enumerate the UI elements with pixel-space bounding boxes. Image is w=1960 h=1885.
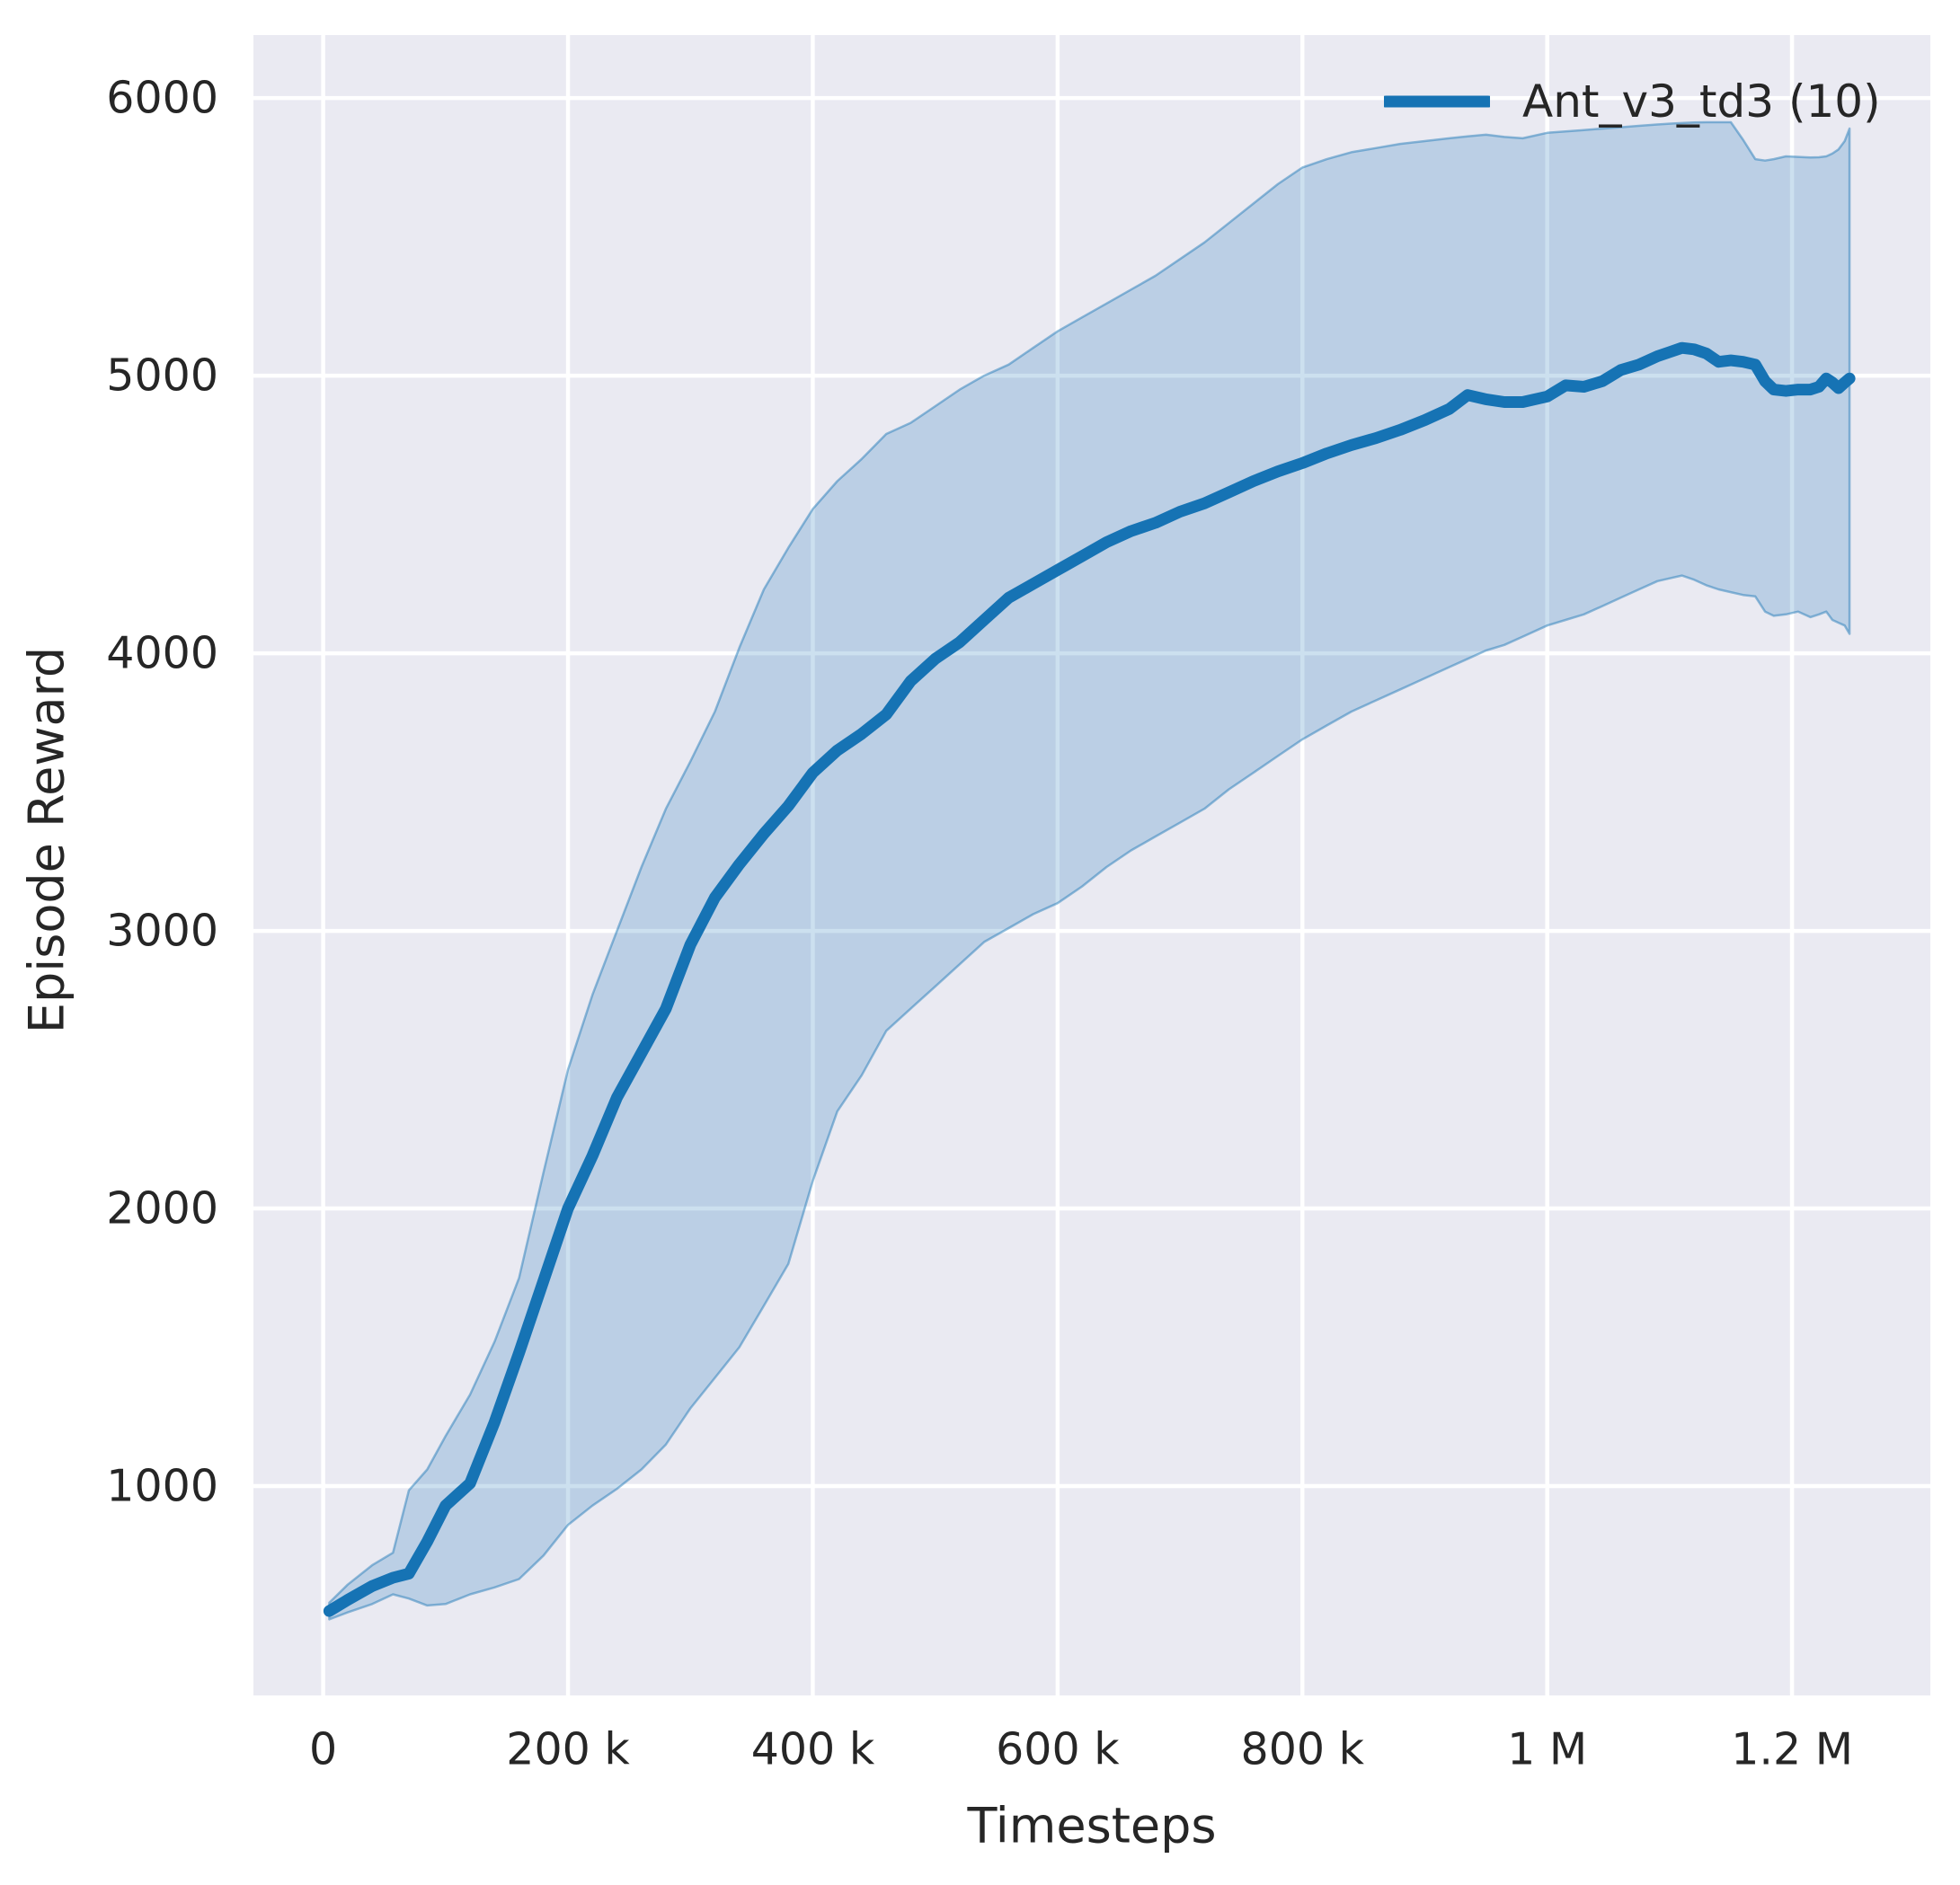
mean-line — [323, 341, 1856, 1617]
y-tick-label: 1000 — [106, 1460, 218, 1512]
y-tick-label: 6000 — [106, 72, 218, 124]
x-tick-label: 1 M — [1507, 1723, 1588, 1775]
y-axis-label: Episode Reward — [18, 646, 75, 1034]
x-tick-label: 200 k — [506, 1723, 630, 1775]
legend: Ant_v3_td3 (10) — [1384, 75, 1881, 128]
y-tick-label: 3000 — [106, 905, 218, 957]
x-tick-label: 400 k — [750, 1723, 875, 1775]
plot-background — [253, 35, 1930, 1695]
y-tick-label: 5000 — [106, 350, 218, 402]
confidence-band — [328, 120, 1851, 1621]
x-tick-label: 600 k — [996, 1723, 1120, 1775]
x-tick-label: 0 — [309, 1723, 338, 1775]
y-tick-label: 4000 — [106, 627, 218, 679]
x-tick-label: 1.2 M — [1731, 1723, 1853, 1775]
x-tick-label: 800 k — [1240, 1723, 1365, 1775]
x-axis-label: Timesteps — [967, 1797, 1217, 1854]
legend-line-sample — [1384, 95, 1490, 108]
y-tick-label: 2000 — [106, 1182, 218, 1235]
legend-label: Ant_v3_td3 (10) — [1522, 75, 1881, 128]
